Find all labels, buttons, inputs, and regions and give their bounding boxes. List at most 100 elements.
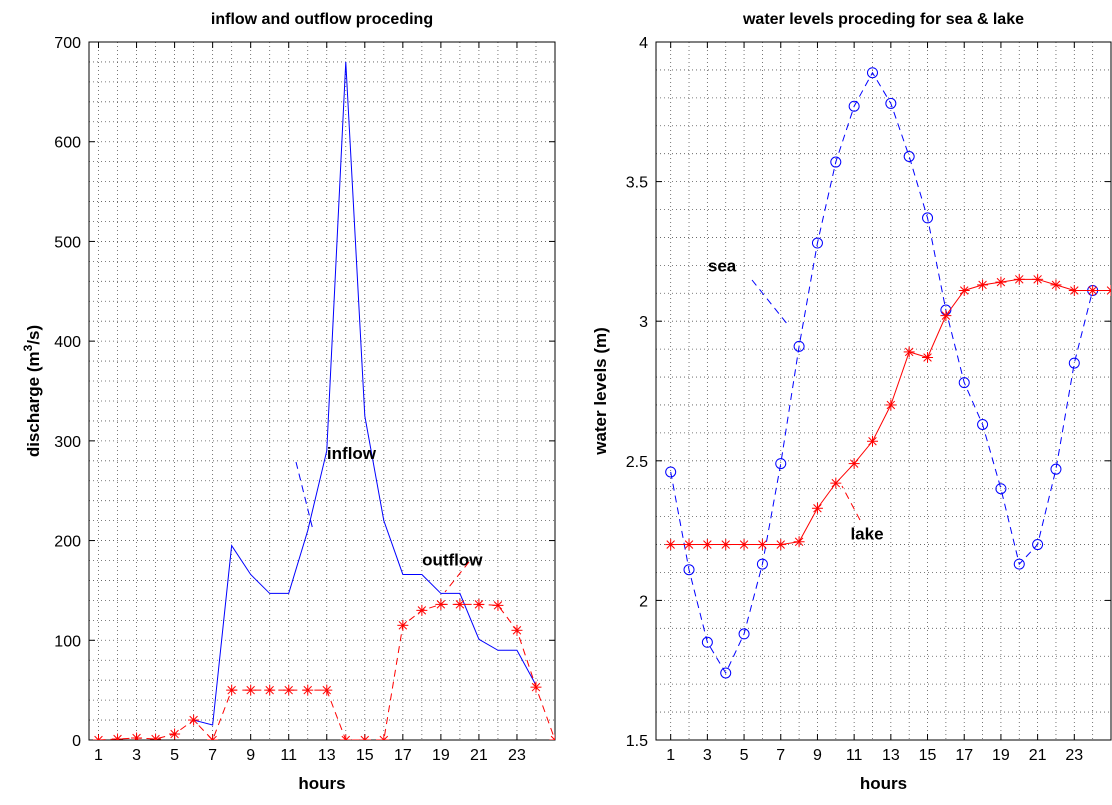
- data-point-outflow: [169, 729, 180, 740]
- y-tick-label: 2.5: [626, 454, 648, 471]
- x-tick-label: 11: [280, 747, 297, 764]
- data-point-outflow: [245, 685, 256, 696]
- x-tick-label: 15: [919, 747, 937, 764]
- y-tick-label: 3: [639, 314, 648, 331]
- y-axis-label-text: discharge (m: [24, 351, 43, 457]
- x-tick-label: 13: [318, 747, 336, 764]
- data-point-lake: [922, 352, 933, 363]
- x-tick-label: 11: [846, 747, 863, 764]
- data-point-lake: [867, 436, 878, 447]
- x-tick-label: 1: [666, 747, 675, 764]
- data-point-lake: [775, 539, 786, 550]
- data-point-lake: [959, 285, 970, 296]
- data-point-lake: [940, 310, 951, 321]
- data-point-outflow: [131, 733, 142, 744]
- data-point-lake: [977, 279, 988, 290]
- data-point-outflow: [359, 735, 370, 746]
- annotation-outflow: outflow: [422, 551, 483, 570]
- x-axis-label: hours: [860, 774, 907, 793]
- data-point-lake: [757, 539, 768, 550]
- plot-area: [89, 42, 555, 740]
- data-point-lake: [739, 539, 750, 550]
- data-point-outflow: [264, 685, 275, 696]
- data-point-lake: [1032, 274, 1043, 285]
- data-point-outflow: [302, 685, 313, 696]
- data-point-outflow: [473, 599, 484, 610]
- y-tick-label: 700: [54, 35, 81, 52]
- data-point-outflow: [207, 735, 218, 746]
- data-point-lake: [885, 399, 896, 410]
- data-point-outflow: [530, 682, 541, 693]
- x-tick-label: 21: [1029, 747, 1047, 764]
- annotation-inflow: inflow: [327, 444, 377, 463]
- x-tick-label: 13: [882, 747, 900, 764]
- data-point-outflow: [550, 735, 561, 746]
- data-point-lake: [665, 539, 676, 550]
- data-point-lake: [684, 539, 695, 550]
- data-point-outflow: [93, 735, 104, 746]
- y-tick-label: 600: [54, 135, 81, 152]
- y-tick-label: 3.5: [626, 175, 648, 192]
- y-axis-label-unit: /s): [24, 325, 43, 345]
- data-point-outflow: [454, 599, 465, 610]
- x-tick-label: 21: [470, 747, 488, 764]
- y-tick-label: 100: [54, 633, 81, 650]
- y-tick-label: 200: [54, 534, 81, 551]
- data-point-outflow: [340, 735, 351, 746]
- data-point-outflow: [416, 605, 427, 616]
- y-axis-label: discharge (m3/s): [21, 325, 43, 457]
- x-tick-label: 3: [703, 747, 712, 764]
- x-tick-label: 3: [132, 747, 141, 764]
- data-point-lake: [794, 536, 805, 547]
- plot-area: [656, 42, 1111, 740]
- data-point-lake: [812, 503, 823, 514]
- data-point-lake: [702, 539, 713, 550]
- data-point-outflow: [511, 625, 522, 636]
- y-tick-label: 0: [72, 733, 81, 750]
- data-point-lake: [904, 346, 915, 357]
- x-tick-label: 23: [1065, 747, 1083, 764]
- x-tick-label: 15: [356, 747, 374, 764]
- data-point-outflow: [492, 600, 503, 611]
- y-axis-label: water levels (m): [591, 327, 610, 456]
- x-tick-label: 17: [955, 747, 973, 764]
- data-point-outflow: [188, 715, 199, 726]
- x-axis-label: hours: [298, 774, 345, 793]
- annotation-sea: sea: [708, 256, 737, 275]
- x-tick-label: 9: [246, 747, 255, 764]
- data-point-lake: [849, 458, 860, 469]
- x-tick-label: 5: [170, 747, 179, 764]
- data-point-lake: [1014, 274, 1025, 285]
- x-tick-label: 7: [776, 747, 785, 764]
- data-point-outflow: [378, 735, 389, 746]
- data-point-lake: [1069, 285, 1080, 296]
- data-point-outflow: [150, 734, 161, 745]
- annotation-lake: lake: [850, 524, 883, 543]
- y-tick-label: 500: [54, 234, 81, 251]
- y-tick-label: 400: [54, 334, 81, 351]
- y-tick-label: 4: [639, 35, 648, 52]
- x-tick-label: 19: [432, 747, 450, 764]
- x-tick-label: 19: [992, 747, 1010, 764]
- data-point-lake: [720, 539, 731, 550]
- chart-title: inflow and outflow proceding: [211, 11, 433, 28]
- x-tick-label: 7: [208, 747, 217, 764]
- data-point-outflow: [226, 685, 237, 696]
- data-point-outflow: [283, 685, 294, 696]
- y-tick-label: 1.5: [626, 733, 648, 750]
- data-point-lake: [995, 277, 1006, 288]
- x-tick-label: 5: [740, 747, 749, 764]
- x-tick-label: 9: [813, 747, 822, 764]
- data-point-outflow: [112, 734, 123, 745]
- data-point-outflow: [435, 599, 446, 610]
- x-tick-label: 17: [394, 747, 412, 764]
- y-tick-label: 300: [54, 434, 81, 451]
- data-point-lake: [1087, 285, 1098, 296]
- data-point-lake: [1050, 279, 1061, 290]
- x-tick-label: 23: [508, 747, 526, 764]
- chart-title: water levels proceding for sea & lake: [742, 11, 1024, 28]
